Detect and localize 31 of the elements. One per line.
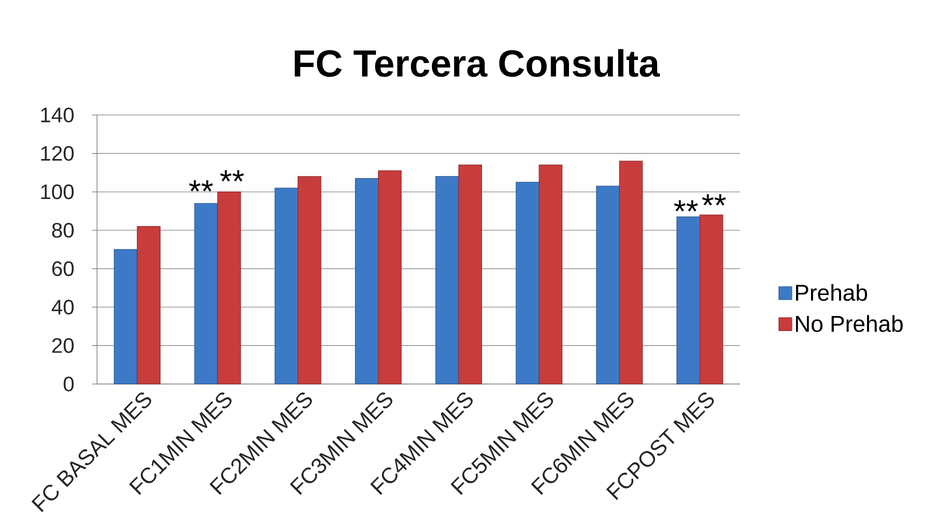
bar <box>194 203 218 384</box>
bar <box>596 186 620 384</box>
y-tick-label: 120 <box>41 146 74 161</box>
bar <box>355 178 379 384</box>
bar <box>298 176 322 384</box>
bar <box>700 214 724 384</box>
bar <box>516 182 540 384</box>
bar <box>676 216 700 384</box>
bar <box>619 160 643 384</box>
bar <box>435 176 459 384</box>
bar <box>274 188 298 384</box>
bar <box>378 170 402 384</box>
y-tick-label: 80 <box>52 222 74 238</box>
y-tick-label: 40 <box>52 300 74 315</box>
bar <box>217 192 241 384</box>
legend-label: No Prehab <box>796 315 903 332</box>
legend-label: Prehab <box>796 284 868 301</box>
annotation: ** <box>702 194 726 206</box>
y-tick-label: 20 <box>52 338 74 353</box>
annotation: ** <box>220 170 244 182</box>
annotation: ** <box>189 180 213 192</box>
bar <box>458 164 482 384</box>
chart-title: FC Tercera Consulta <box>294 49 660 77</box>
y-tick-label: 60 <box>52 261 74 276</box>
bar <box>114 249 138 384</box>
bar <box>136 226 160 384</box>
y-tick-label: 140 <box>41 108 74 122</box>
y-tick-label: 0 <box>64 376 74 392</box>
annotation: ** <box>674 200 698 212</box>
y-tick-label: 100 <box>41 184 74 200</box>
bar <box>538 164 562 384</box>
